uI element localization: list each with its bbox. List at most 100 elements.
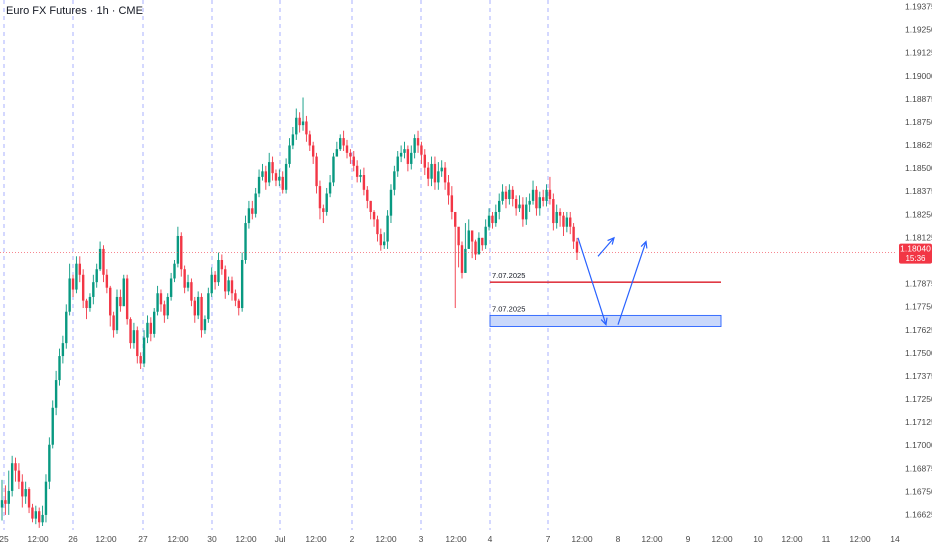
x-tick-label: 12:00 [571, 534, 593, 544]
x-tick-label: 25 [0, 534, 9, 544]
candle-body [531, 189, 535, 201]
x-tick-label: 12:00 [305, 534, 327, 544]
candle-body [572, 226, 575, 242]
candle-body [501, 191, 504, 201]
candle-body [298, 117, 301, 126]
candle-body [538, 197, 541, 209]
candle-body [14, 463, 17, 471]
y-tick-label: 1.18250 [905, 209, 932, 219]
candle-body [230, 280, 234, 294]
candle-body [552, 199, 555, 224]
candle-body [71, 278, 75, 290]
y-tick-label: 1.18750 [905, 117, 932, 127]
candle-body [251, 208, 254, 214]
candle-body [95, 269, 98, 283]
x-tick-label: 10 [753, 534, 763, 544]
candle-body [21, 481, 24, 497]
candle-body [406, 149, 410, 164]
candle-body [315, 156, 318, 187]
candle-body [420, 145, 423, 155]
x-tick-label: 12:00 [445, 534, 467, 544]
candle-body [345, 145, 349, 153]
candle-body [247, 208, 251, 224]
candle-body [339, 138, 342, 150]
candle-body [210, 274, 213, 294]
candle-body [109, 287, 112, 316]
candle-body [44, 481, 48, 515]
candle-body [575, 241, 579, 253]
candle-body [88, 296, 92, 309]
candle-body [362, 175, 366, 190]
candle-body [173, 263, 176, 279]
candle-body [10, 463, 14, 491]
chart-title: Euro FX Futures · 1h · CME [6, 5, 143, 17]
y-tick-label: 1.17375 [905, 371, 932, 381]
candle-body [474, 241, 477, 255]
candle-body [156, 293, 159, 312]
y-tick-label: 1.16625 [905, 510, 932, 520]
candle-body [129, 319, 132, 344]
x-tick-label: 12:00 [711, 534, 733, 544]
candle-body [217, 260, 220, 283]
candle-body [237, 300, 240, 309]
candle-body [268, 162, 271, 183]
current-price-badge [899, 243, 932, 264]
candle-body [132, 330, 136, 344]
y-tick-label: 1.17125 [905, 417, 932, 427]
candle-body [558, 211, 562, 216]
candle-body [535, 189, 538, 209]
candle-body [257, 176, 261, 194]
candle-body [301, 121, 305, 126]
candle-body [220, 260, 224, 270]
projection-arrow[interactable] [617, 241, 647, 325]
projection-arrow[interactable] [577, 237, 607, 325]
candle-body [169, 278, 173, 297]
candle-body [366, 189, 369, 201]
candle-body [17, 470, 21, 482]
candle-body [81, 274, 85, 301]
candle-body [450, 195, 454, 212]
x-tick-label: 12:00 [641, 534, 663, 544]
y-tick-label: 1.17875 [905, 279, 932, 289]
candle-body [0, 500, 4, 508]
x-tick-label: 30 [207, 534, 217, 544]
candle-body [491, 215, 494, 224]
y-tick-label: 1.18625 [905, 140, 932, 150]
candle-body [92, 282, 95, 297]
x-tick-label: 26 [68, 534, 78, 544]
candle-body [61, 343, 65, 357]
demand-zone[interactable] [489, 314, 722, 327]
candle-body [372, 211, 376, 220]
candle-body [54, 380, 58, 408]
candle-body [207, 293, 210, 320]
candle-body [41, 514, 44, 523]
candle-body [447, 182, 450, 196]
projection-arrow[interactable] [597, 237, 615, 257]
bar-countdown: 15:36 [905, 254, 926, 263]
candle-body [34, 511, 38, 519]
candle-body [271, 162, 274, 174]
candle-body [416, 138, 420, 146]
candle-body [264, 171, 268, 183]
candle-body [274, 173, 278, 181]
candle-body [426, 167, 430, 179]
candle-body [555, 211, 558, 224]
candle-body [565, 217, 569, 227]
candle-body [125, 278, 129, 320]
candle-body [335, 149, 339, 157]
candle-body [521, 204, 525, 220]
candle-body [460, 245, 464, 273]
candle-body [224, 269, 227, 292]
candle-body [355, 165, 359, 177]
y-tick-label: 1.17500 [905, 348, 932, 358]
candle-body [508, 189, 511, 200]
candle-body [58, 356, 61, 381]
candle-body [166, 296, 169, 316]
candle-body [31, 507, 34, 519]
candle-body [102, 248, 105, 275]
candle-body [254, 193, 257, 214]
candle-body [295, 117, 298, 135]
candle-body [477, 237, 481, 255]
x-tick-label: 12:00 [849, 534, 871, 544]
